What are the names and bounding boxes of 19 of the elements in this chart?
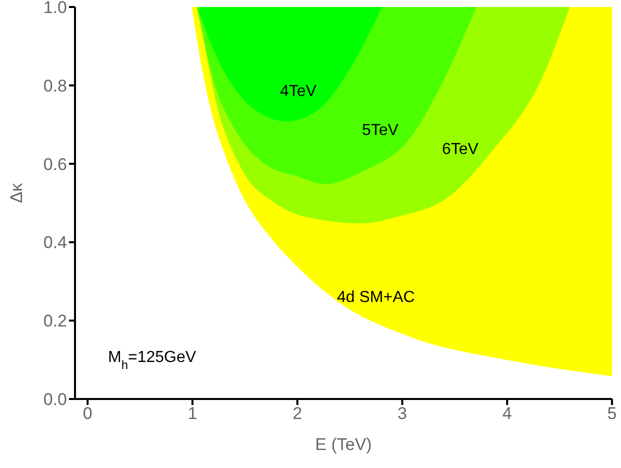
x-tick-label: 0: [82, 404, 92, 424]
y-tick-label: 0.8: [43, 76, 67, 96]
y-axis-title: Δκ: [7, 182, 26, 203]
y-tick-label: 0.4: [43, 233, 67, 252]
y-tick-label: 0.0: [43, 390, 67, 410]
x-tick-label: 2: [292, 404, 302, 424]
x-tick-label: 3: [398, 404, 407, 424]
x-tick-label: 1: [188, 404, 198, 424]
x-tick-label: 5: [607, 404, 617, 424]
annotation: 6TeV: [442, 141, 479, 158]
annotation: 5TeV: [362, 122, 399, 139]
annotation: 4TeV: [280, 83, 317, 100]
y-tick-label: 0.2: [43, 312, 67, 331]
y-tick-label: 0.6: [43, 154, 67, 174]
annotation: 4d SM+AC: [337, 289, 415, 306]
y-tick-label: 1.0: [43, 0, 67, 18]
annotation: M$_{h}$=125GeV: [108, 349, 196, 372]
x-axis-title: E (TeV): [315, 435, 372, 454]
x-tick-label: 4: [502, 404, 512, 424]
